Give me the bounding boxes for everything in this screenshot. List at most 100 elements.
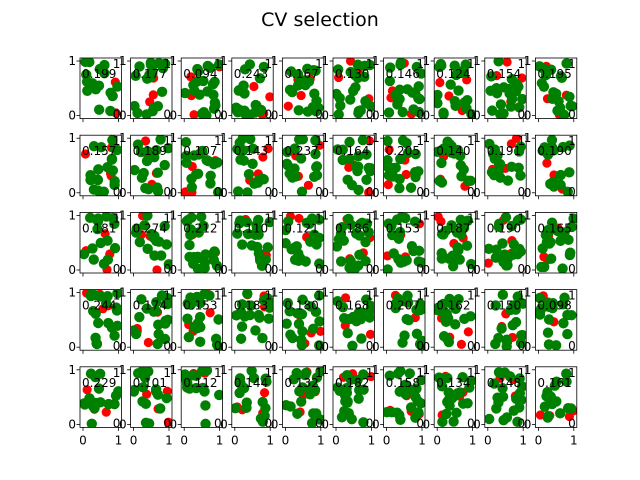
green-point xyxy=(159,333,171,345)
green-point xyxy=(297,294,308,305)
green-point xyxy=(383,155,393,166)
green-point xyxy=(491,88,503,99)
ytick-label: 0 xyxy=(473,417,481,431)
ytick-label: 1 xyxy=(170,54,178,68)
panel-points xyxy=(535,368,577,423)
green-point xyxy=(493,332,504,344)
green-point xyxy=(88,254,99,265)
green-point xyxy=(415,68,426,79)
green-point xyxy=(257,332,268,344)
panel-frame xyxy=(231,57,274,119)
green-point xyxy=(307,323,319,335)
green-point xyxy=(565,403,577,414)
ytick-label: 1 xyxy=(423,363,431,377)
red-point xyxy=(143,337,153,348)
ytick-label: 0 xyxy=(220,186,228,200)
green-point xyxy=(208,255,220,266)
green-point xyxy=(90,332,101,344)
green-point xyxy=(289,254,301,265)
panel-frame xyxy=(130,289,173,351)
green-point xyxy=(458,164,469,175)
ytick-label: 0 xyxy=(524,186,532,200)
ytick-label: 1 xyxy=(423,286,431,300)
panel-points xyxy=(130,366,173,428)
green-point xyxy=(208,103,220,114)
corner-label-bottom: 0 xyxy=(265,339,273,353)
green-point xyxy=(305,385,316,396)
green-point xyxy=(383,264,393,273)
xtick-label: 1 xyxy=(570,433,578,447)
corner-label-bottom: 0 xyxy=(416,416,424,430)
green-point xyxy=(360,96,371,107)
green-point xyxy=(403,314,414,326)
green-point xyxy=(461,240,473,251)
panel-frame xyxy=(79,57,122,119)
panel-frame xyxy=(332,57,375,119)
corner-label-bottom: 0 xyxy=(163,339,171,353)
xtick-label: 1 xyxy=(418,433,426,447)
green-point xyxy=(196,366,208,377)
corner-label-top: 1 xyxy=(315,57,323,71)
corner-label-top: 1 xyxy=(214,289,222,303)
green-point xyxy=(337,154,348,166)
ytick-label: 1 xyxy=(68,286,76,300)
green-point xyxy=(186,182,198,193)
corner-label-top: 1 xyxy=(315,134,323,148)
green-point xyxy=(231,402,241,414)
panel-points xyxy=(231,289,274,344)
green-point xyxy=(99,59,110,71)
green-point xyxy=(545,64,557,75)
green-point xyxy=(409,216,421,227)
red-point xyxy=(152,265,162,273)
panel-score-label: 0.162 xyxy=(436,299,470,313)
green-point xyxy=(453,85,464,96)
green-point xyxy=(137,396,148,407)
panel-frame xyxy=(281,366,325,428)
green-point xyxy=(566,101,577,112)
red-point xyxy=(456,339,467,349)
red-point xyxy=(542,158,552,168)
xtick-label: 1 xyxy=(165,433,173,447)
green-point xyxy=(447,250,458,261)
green-point xyxy=(458,222,470,234)
green-point xyxy=(287,332,298,344)
green-point xyxy=(236,321,248,332)
panel-score-label: 0.237 xyxy=(284,144,318,158)
ytick-label: 0 xyxy=(372,109,380,123)
green-point xyxy=(437,416,448,428)
green-point xyxy=(149,250,160,261)
green-point xyxy=(159,58,171,69)
corner-label-bottom: 0 xyxy=(568,339,576,353)
ytick-label: 1 xyxy=(321,363,329,377)
panel-score-label: 0.183 xyxy=(234,299,268,313)
green-point xyxy=(350,82,361,93)
panel-score-label: 0.189 xyxy=(133,144,167,158)
corner-label-top: 1 xyxy=(163,289,171,303)
green-point xyxy=(461,103,472,114)
ytick-label: 1 xyxy=(271,131,279,145)
panel-frame xyxy=(535,57,578,119)
ytick-label: 0 xyxy=(220,109,228,123)
panel-score-label: 0.110 xyxy=(234,221,268,235)
green-point xyxy=(498,414,509,426)
panel-frame xyxy=(79,134,122,197)
green-point xyxy=(484,413,495,425)
green-point xyxy=(434,89,443,101)
green-point xyxy=(232,228,243,239)
green-point xyxy=(490,252,502,263)
subplot-panel: 1 0 1 0 0.199 xyxy=(68,54,122,123)
green-point xyxy=(282,297,294,309)
green-point xyxy=(249,107,261,118)
green-point xyxy=(92,213,104,224)
ytick-label: 0 xyxy=(68,417,76,431)
panel-points xyxy=(434,293,476,349)
panel-score-label: 0.121 xyxy=(284,221,318,235)
xtick-label: 0 xyxy=(332,433,340,447)
green-point xyxy=(402,297,414,308)
green-point xyxy=(438,107,449,118)
green-point xyxy=(310,135,321,146)
panel-frame xyxy=(231,134,274,197)
green-point xyxy=(486,71,497,82)
